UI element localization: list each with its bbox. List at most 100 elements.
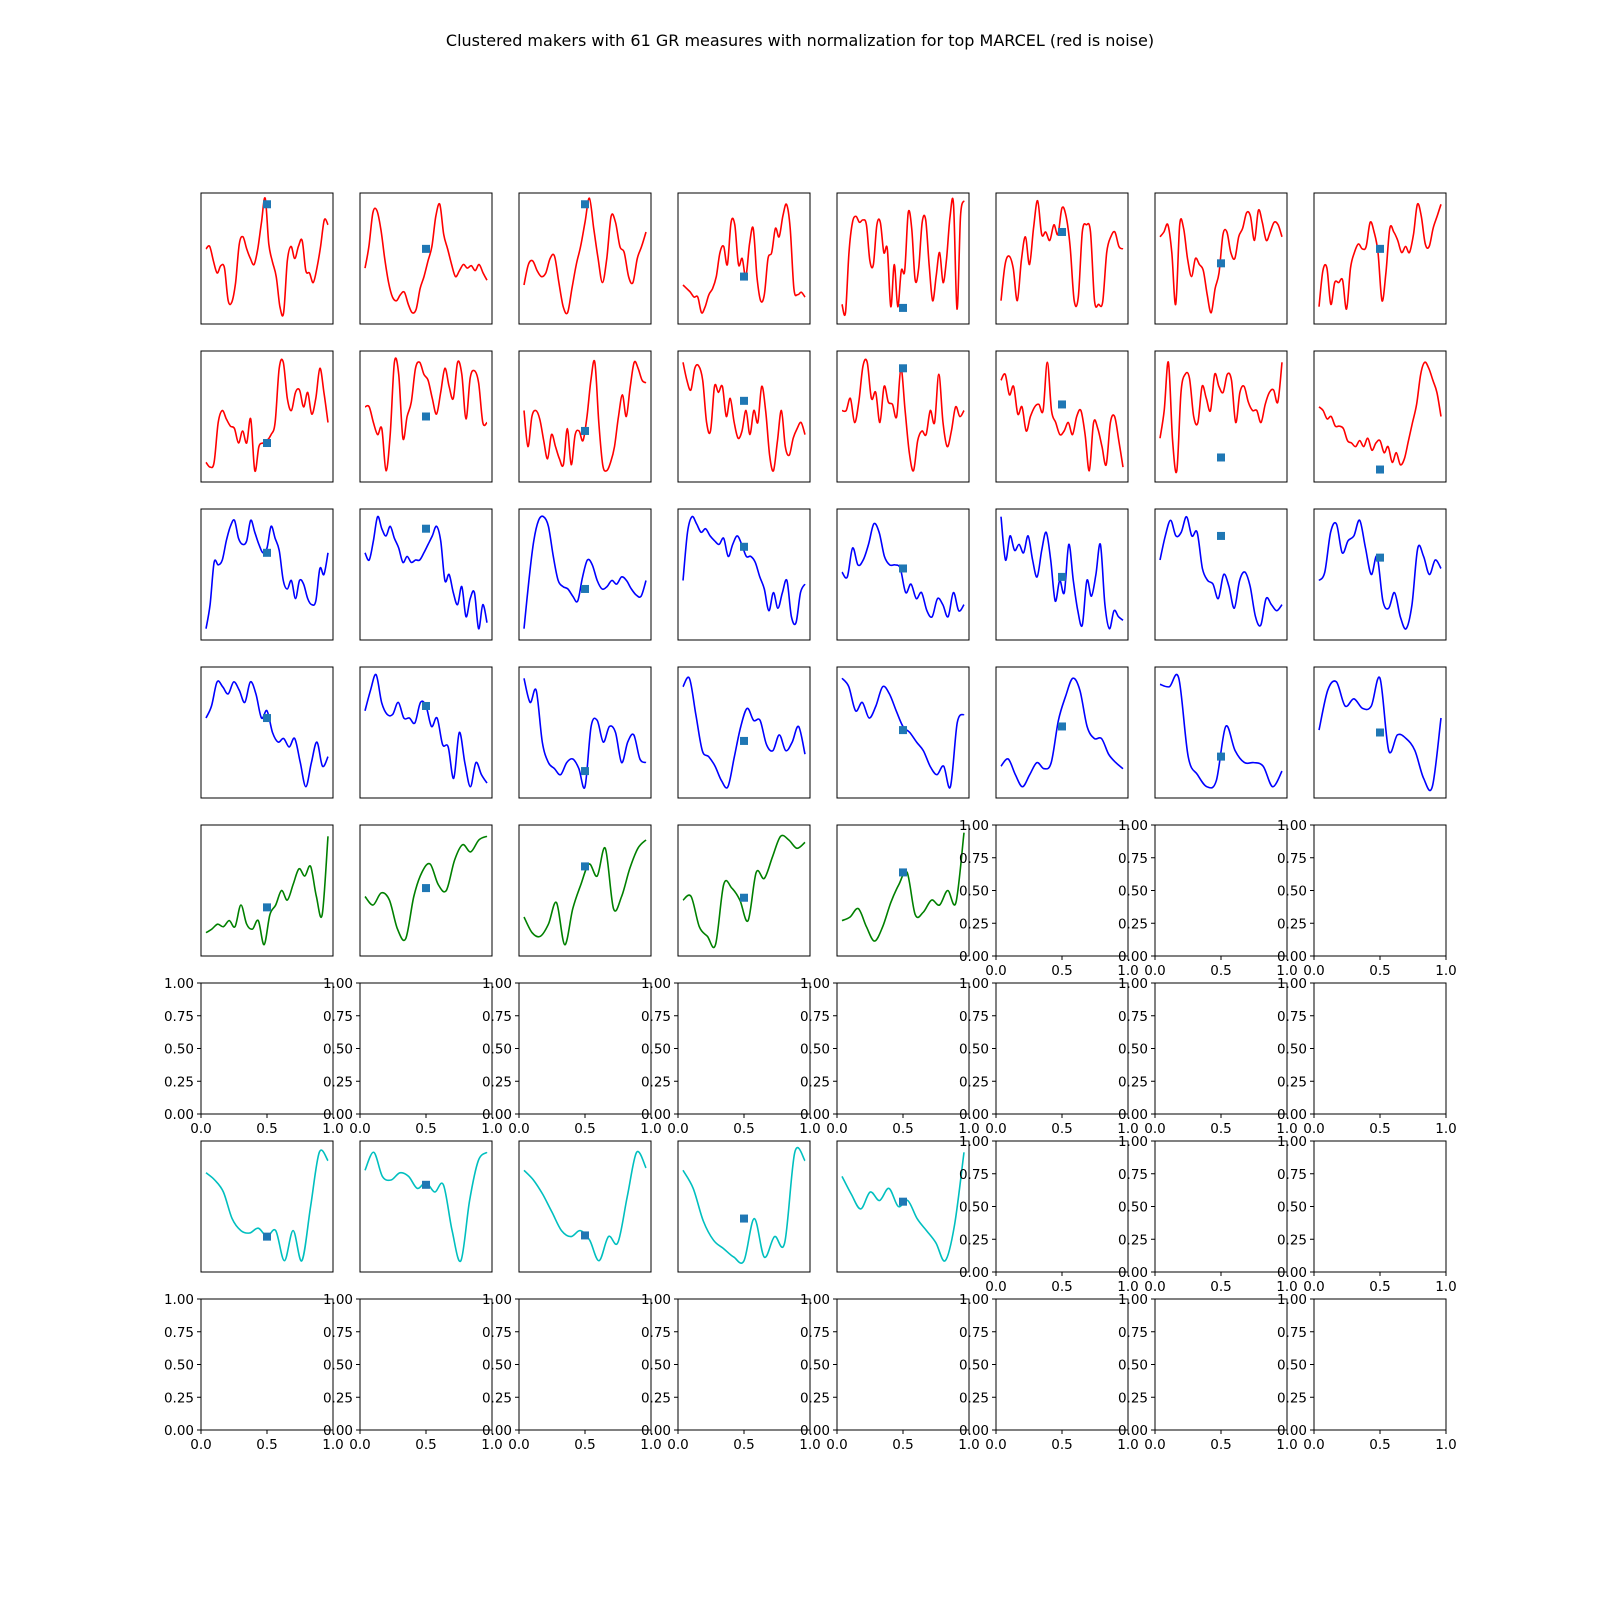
series-line [1000,677,1124,788]
y-tick-label: 1.00 [164,1292,194,1308]
marker-square [263,200,271,209]
y-tick-label: 0.25 [323,1390,353,1406]
marker-square [581,767,589,776]
x-tick-label: 1.0 [1117,1437,1138,1453]
y-tick-label: 1.00 [959,976,989,992]
empty-subplot-r5-c2: 0.0 0.5 1.00.000.250.500.751.00 [482,976,662,1137]
y-tick-label: 0.00 [164,1423,194,1439]
x-tick-label: 0.5 [1210,1121,1231,1137]
marker-square [1217,752,1225,761]
x-tick-label: 0.0 [1303,1279,1324,1295]
axes-frame [836,824,970,957]
y-tick-label: 0.50 [641,1042,671,1058]
x-tick-label: 0.5 [1051,1279,1072,1295]
subplot-r3-c0 [200,666,334,799]
series-line [1000,361,1124,472]
series-line [1000,199,1124,308]
y-tick-label: 0.25 [164,1390,194,1406]
y-tick-label: 0.50 [323,1358,353,1374]
axes-frame [1313,192,1447,325]
axes-frame [359,1140,493,1273]
marker-square [263,903,271,912]
subplot-r1-c3 [677,350,811,483]
y-tick-label: 0.25 [1277,1074,1307,1090]
x-tick-label: 0.5 [256,1437,277,1453]
subplot-r4-c0 [200,824,334,957]
axes-frame [359,350,493,483]
series-line [205,680,329,788]
x-tick-label: 0.5 [892,1121,913,1137]
y-tick-label: 0.00 [1277,1107,1307,1123]
empty-subplot-r7-c0: 0.0 0.5 1.0 0.00 0.25 0.50 0.75 1.00 [164,1292,344,1453]
subplot-r2-c1 [359,508,493,641]
y-tick-label: 1.00 [641,1292,671,1308]
x-tick-label: 1.0 [1276,963,1297,979]
subplot-r2-c7 [1313,508,1447,641]
y-tick-label: 0.00 [164,1107,194,1123]
y-tick-label: 1.00 [959,1292,989,1308]
axes-frame [200,350,334,483]
y-tick-label: 0.25 [1118,916,1148,932]
empty-subplot-r7-c5: 0.0 0.5 1.00.000.250.500.751.00 [959,1292,1139,1453]
subplot-r1-c0 [200,350,334,483]
y-tick-label: 0.75 [1277,1009,1307,1025]
y-tick-label: 0.75 [164,1325,194,1341]
y-tick-label: 0.25 [1277,1232,1307,1248]
subplot-grid: 0.0 0.5 1.00.000.250.500.751.000.0 0.5 1.00.… [164,192,1457,1453]
x-tick-label: 0.5 [256,1121,277,1137]
series-line [1318,676,1442,792]
subplot-r6-c1 [359,1140,493,1273]
subplot-r6-c0 [200,1140,334,1273]
y-tick-label: 1.00 [959,1134,989,1150]
axes-frame [518,666,652,799]
empty-subplot-r6-c5: 0.0 0.5 1.0 0.00 0.25 0.50 0.75 1.00 [959,1134,1139,1295]
subplot-r6-c4 [836,1140,970,1273]
y-tick-label: 0.50 [1277,1358,1307,1374]
series-line [1318,519,1442,630]
x-tick-label: 0.5 [1210,1279,1231,1295]
x-tick-label: 0.5 [1051,963,1072,979]
y-tick-label: 0.50 [959,1200,989,1216]
marker-square [1058,400,1066,409]
series-line [682,203,806,314]
axes-frame [518,192,652,325]
marker-square [740,893,748,902]
marker-square [1376,553,1384,562]
marker-square [422,701,430,710]
axes-frame [200,824,334,957]
y-tick-label: 0.00 [1277,1265,1307,1281]
marker-square [422,412,430,421]
marker-square [740,272,748,281]
y-tick-label: 0.00 [959,1265,989,1281]
subplot-r0-c6 [1154,192,1288,325]
y-tick-label: 1.00 [323,1292,353,1308]
y-tick-label: 1.00 [959,818,989,834]
marker-square [581,426,589,435]
y-tick-label: 0.00 [1277,1423,1307,1439]
x-tick-label: 0.5 [1369,963,1390,979]
marker-square [263,1232,271,1241]
y-tick-label: 0.50 [482,1358,512,1374]
marker-square [1217,453,1225,462]
empty-subplot-r5-c6: 0.0 0.5 1.00.000.250.500.751.00 [1118,976,1298,1137]
y-tick-label: 0.75 [959,1167,989,1183]
y-tick-label: 0.00 [959,1107,989,1123]
y-tick-label: 0.75 [1277,1167,1307,1183]
y-tick-label: 1.00 [323,976,353,992]
y-tick-label: 0.25 [1118,1232,1148,1248]
y-tick-label: 0.75 [959,851,989,867]
y-tick-label: 1.00 [1118,1292,1148,1308]
x-tick-label: 0.5 [1210,1437,1231,1453]
subplot-r1-c6 [1154,350,1288,483]
x-tick-label: 0.0 [190,1437,211,1453]
series-line [205,519,329,629]
y-tick-label: 0.00 [1277,949,1307,965]
x-tick-label: 0.5 [574,1121,595,1137]
marker-square [1058,227,1066,236]
y-tick-label: 0.75 [959,1325,989,1341]
marker-square [263,714,271,723]
subplot-r3-c3 [677,666,811,799]
series-line [1000,516,1124,630]
y-tick-label: 0.25 [959,1390,989,1406]
